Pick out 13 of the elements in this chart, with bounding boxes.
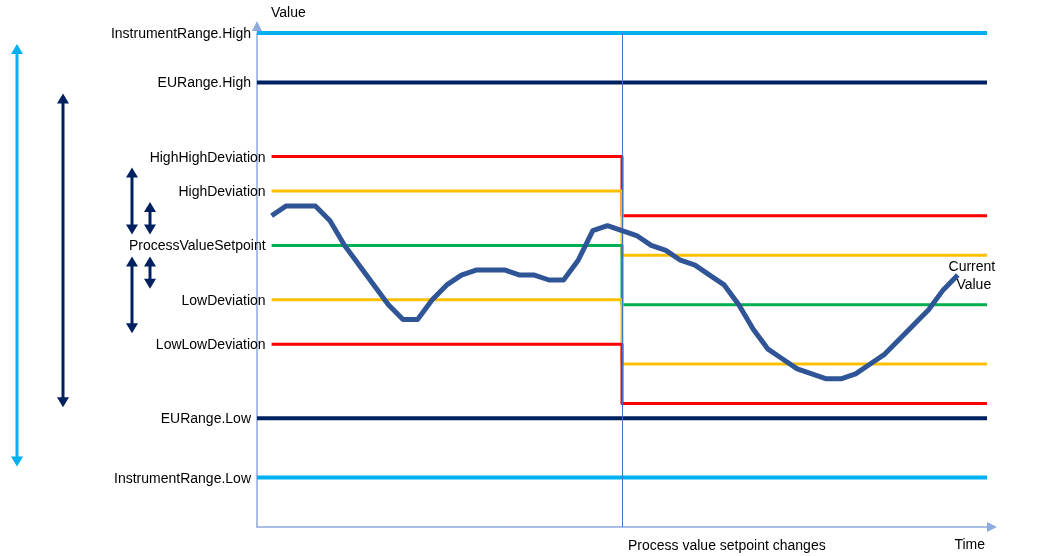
series-label: InstrumentRange.High — [110, 25, 251, 41]
series-label: LowLowDeviation — [155, 336, 266, 353]
y-axis-title: Value — [271, 4, 306, 20]
series-label: Current Value — [948, 258, 1000, 293]
series-label: EURange.High — [157, 74, 251, 91]
series-label: ProcessValueSetpoint — [128, 237, 266, 254]
text: Process value setpoint changes — [628, 537, 826, 553]
series-label: LowDeviation — [181, 291, 266, 308]
series-label: HighDeviation — [178, 183, 266, 200]
series-label: InstrumentRange.Low — [114, 469, 252, 486]
series-label: HighHighDeviation — [149, 148, 266, 165]
x-axis-title: Time — [954, 536, 986, 552]
series-label: EURange.Low — [160, 410, 252, 427]
